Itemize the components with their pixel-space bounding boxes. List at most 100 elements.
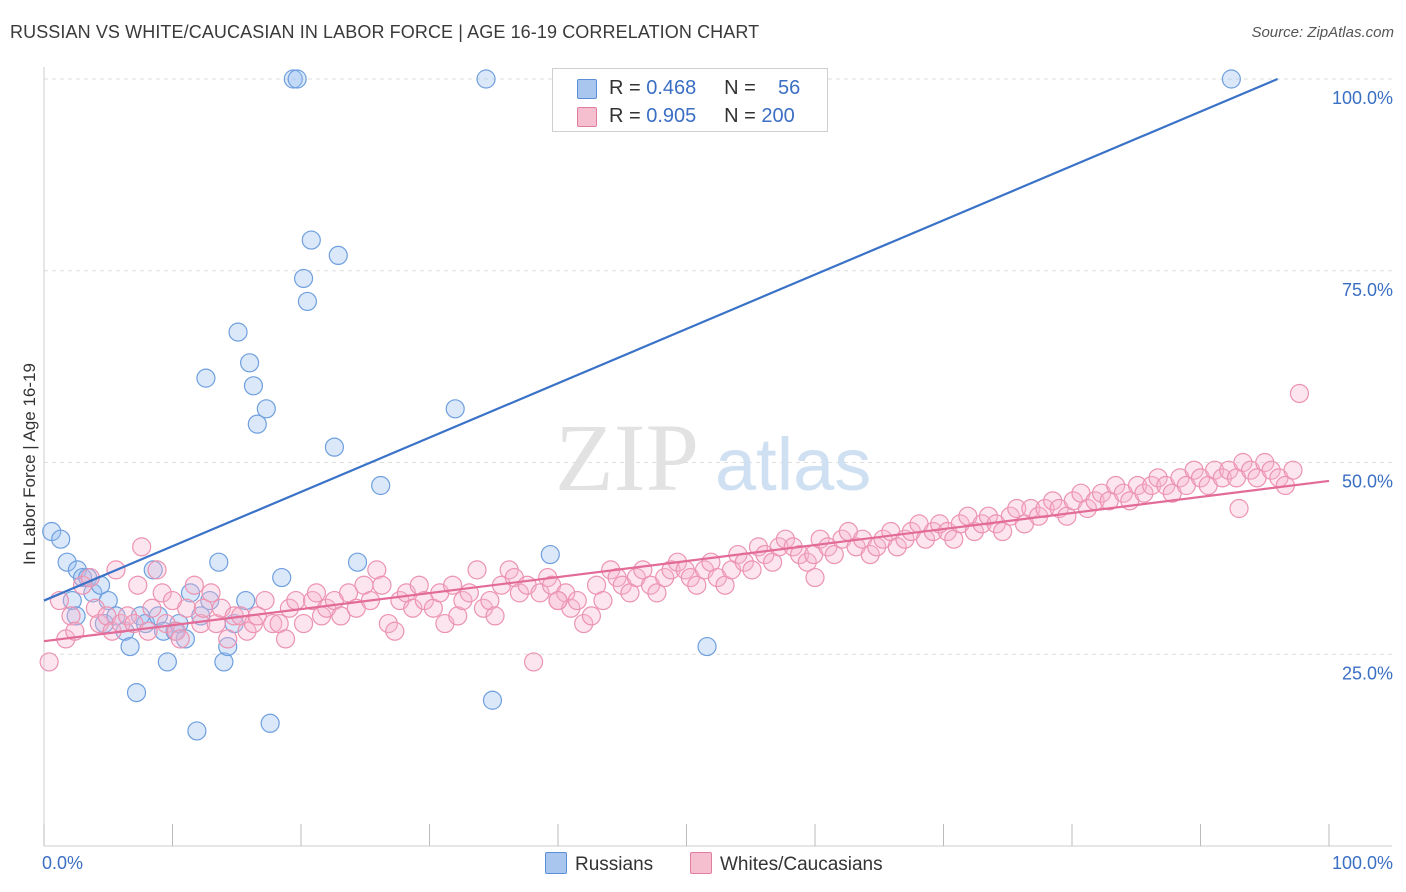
tick-labels: 25.0% 50.0% 75.0% 100.0% 0.0% 100.0% [42, 88, 1393, 873]
point-whites [293, 613, 314, 634]
point-russians [236, 590, 256, 611]
legend-r-value: 0.468 [646, 77, 697, 99]
y-axis-label: In Labor Force | Age 16-19 [20, 363, 39, 565]
bottom-legend-swatch-whites [690, 852, 712, 874]
point-whites [556, 583, 576, 603]
point-whites [39, 652, 59, 672]
point-whites [132, 537, 152, 557]
point-whites [1007, 498, 1027, 519]
point-whites [742, 560, 762, 580]
point-whites [860, 544, 880, 565]
point-russians [482, 690, 503, 710]
point-whites [964, 521, 984, 542]
point-russians [240, 353, 260, 373]
point-russians [83, 583, 103, 603]
point-whites [797, 552, 817, 572]
points [39, 69, 1310, 741]
point-whites [279, 598, 300, 618]
point-whites [255, 590, 275, 611]
point-whites [142, 598, 162, 618]
point-russians [324, 437, 345, 457]
point-whites [567, 590, 587, 611]
point-russians [476, 69, 496, 89]
point-russians [293, 268, 314, 289]
point-whites [509, 583, 530, 603]
y-tick-label: 75.0% [1342, 280, 1393, 300]
point-russians [51, 529, 71, 549]
point-russians [297, 291, 318, 312]
legend-n-label: N = [724, 105, 756, 127]
point-whites [581, 606, 602, 626]
point-whites [177, 598, 197, 618]
point-whites [1106, 475, 1126, 496]
legend-r-value: 0.905 [646, 105, 697, 127]
y-tick-label: 100.0% [1332, 88, 1393, 108]
bottom-legend-label-russians: Russians [575, 854, 654, 875]
point-whites [1212, 468, 1232, 488]
point-russians [272, 567, 292, 588]
point-russians [228, 322, 248, 342]
point-whites [138, 621, 158, 641]
point-whites [530, 583, 550, 603]
legend-n-value: 56 [778, 77, 801, 99]
point-russians [256, 399, 276, 419]
point-whites [548, 590, 568, 611]
x-tick-label: 100.0% [1332, 853, 1393, 873]
point-russians [697, 636, 717, 657]
point-whites [275, 629, 296, 649]
y-tick-label: 50.0% [1342, 472, 1393, 492]
point-russians [120, 636, 140, 657]
point-whites [306, 583, 327, 603]
point-whites [156, 613, 176, 634]
point-whites [523, 652, 544, 672]
trend-lines [43, 77, 1330, 643]
point-russians [371, 475, 391, 496]
point-whites [687, 575, 707, 595]
point-whites [286, 590, 306, 611]
point-whites [184, 575, 204, 595]
point-whites [201, 583, 221, 603]
x-tick-label: 0.0% [42, 853, 83, 873]
point-russians [287, 69, 307, 89]
point-whites [372, 575, 392, 595]
point-whites [128, 575, 148, 595]
watermark-atlas: atlas [715, 423, 871, 506]
point-russians [157, 652, 177, 672]
point-whites [1184, 460, 1204, 480]
point-whites [805, 567, 825, 588]
point-whites [574, 613, 594, 634]
point-whites [403, 598, 423, 618]
point-whites [453, 590, 473, 611]
bottom-legend-swatch-russians [545, 852, 567, 874]
point-whites [237, 621, 257, 641]
point-whites [467, 560, 487, 580]
point-russians [328, 245, 348, 266]
point-whites [263, 613, 283, 634]
point-whites [367, 560, 387, 580]
point-whites [85, 598, 106, 618]
point-whites [1134, 483, 1154, 503]
point-whites [655, 567, 675, 588]
point-whites [824, 544, 844, 565]
point-whites [385, 621, 405, 641]
point-whites [1035, 498, 1055, 519]
point-russians [126, 682, 147, 703]
point-whites [593, 590, 613, 611]
chart-title: RUSSIAN VS WHITE/CAUCASIAN IN LABOR FORC… [10, 22, 760, 42]
point-whites [448, 606, 468, 626]
point-russians [1221, 69, 1241, 89]
point-whites [1148, 468, 1168, 488]
point-whites [1261, 460, 1281, 480]
legend-n-label: N = [724, 77, 756, 99]
legend-swatch-whites [577, 107, 597, 127]
point-russians [243, 376, 264, 396]
point-russians [57, 552, 77, 572]
bottom-legend-label-whites: Whites/Caucasians [720, 854, 883, 875]
trend-line-whites [43, 479, 1330, 643]
point-russians [301, 230, 321, 250]
legend-swatch-russians [577, 79, 597, 99]
point-whites [117, 606, 138, 626]
point-whites [1229, 498, 1249, 519]
legend: R = 0.468 N = 56 R = 0.905 N = 200 [552, 68, 828, 132]
